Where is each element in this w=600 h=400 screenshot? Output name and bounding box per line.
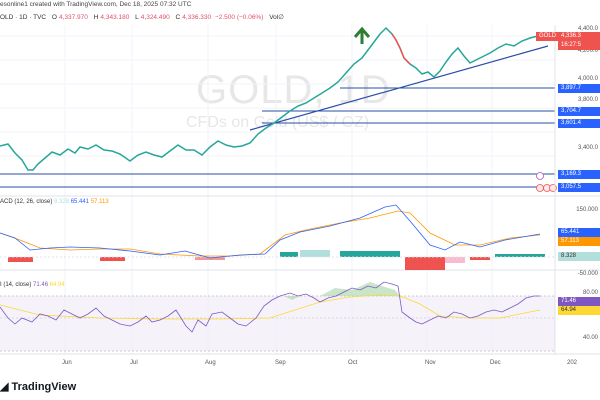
level-tag: 3,601.4 <box>558 119 600 128</box>
time-axis-label: Dec <box>490 360 501 366</box>
volume-label: Vol∅ <box>269 14 284 21</box>
rsi-ma-tag: 64.94 <box>558 306 600 315</box>
price-axis-label: 3,800.0 <box>577 97 598 103</box>
earnings-marker-icon <box>536 184 544 192</box>
symbol-tag: GOLD <box>536 32 558 41</box>
time-axis-label: 202 <box>567 360 578 366</box>
close-value: 4,336.330 <box>182 14 212 21</box>
price-axis-label: 3,400.0 <box>577 145 598 151</box>
symbol-label: OLD · 1D · TVC <box>0 14 47 21</box>
event-marker-icon <box>536 172 544 180</box>
macd-hist-value: 8.328 <box>54 199 70 205</box>
rsi-legend: I (14, close) 71.46 64.94 <box>0 282 65 288</box>
macd-histogram <box>8 250 545 270</box>
level-tag: 3,169.3 <box>558 170 600 179</box>
macd-signal-value: 57.113 <box>90 199 109 205</box>
macd-axis-label: 150.000 <box>576 207 598 213</box>
low-value: 4,324.490 <box>140 14 170 21</box>
rsi-axis-label: 40.00 <box>582 335 598 341</box>
macd-value: 65.441 <box>70 199 90 205</box>
level-tag: 3,057.5 <box>558 183 600 192</box>
time-axis-label: Aug <box>205 360 216 366</box>
time-axis-label: Jun <box>62 360 72 366</box>
tradingview-logo: ◢ TradingView <box>0 381 77 393</box>
tradingview-logo-icon: ◢ <box>0 381 9 393</box>
rsi-value: 71.46 <box>33 282 49 288</box>
high-value: 4,343.180 <box>100 14 130 21</box>
price-axis-label: 4,000.0 <box>577 76 598 82</box>
macd-tag: 65.441 <box>558 228 600 237</box>
level-tag: 3,704.7 <box>558 107 600 116</box>
signal-tag: 57.113 <box>558 237 600 246</box>
rsi-axis-label: 80.00 <box>582 290 598 296</box>
up-arrow-icon <box>353 26 371 44</box>
change-value: −2.500 (−0.06%) <box>214 14 264 21</box>
open-value: 4,337.970 <box>58 14 88 21</box>
time-axis-label: Oct <box>348 360 358 366</box>
level-tag: 3,897.7 <box>558 84 600 93</box>
histogram-tag: 8.328 <box>558 252 600 261</box>
rsi-ma-value: 64.94 <box>49 282 65 288</box>
countdown-tag: 16:27:5 <box>558 41 600 50</box>
macd-legend: ACD (12, 26, close) 8.328 65.441 57.113 <box>0 199 109 205</box>
chart-attribution: esonline1 created with TradingView.com, … <box>0 1 192 8</box>
price-axis-label: 4,200.0 <box>577 48 598 54</box>
ohlc-legend: OLD · 1D · TVC O 4,337.970 H 4,343.180 L 4,… <box>0 14 284 21</box>
time-axis-label: Sep <box>275 360 286 366</box>
ascending-trendline <box>249 45 549 131</box>
last-price-tag: 4,336.3 <box>558 32 600 41</box>
watermark-title: GOLD, 1D <box>196 68 391 112</box>
price-axis-label: 4,400.0 <box>577 26 598 32</box>
rsi-tag: 71.46 <box>558 297 600 306</box>
time-axis-label: Nov <box>425 360 436 366</box>
macd-axis-label: -50.000 <box>577 271 598 277</box>
time-axis-label: Jul <box>130 360 138 366</box>
